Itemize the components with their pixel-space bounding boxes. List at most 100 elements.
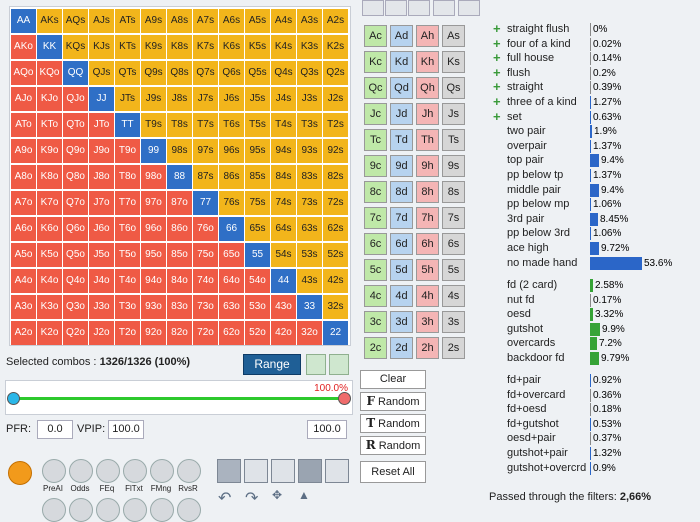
hand-cell-42s[interactable]: 42s <box>323 269 348 293</box>
board-card-9c[interactable]: 9c <box>364 155 387 177</box>
hand-cell-Q2o[interactable]: Q2o <box>63 321 88 345</box>
reset-all-button[interactable]: Reset All <box>360 461 426 483</box>
hand-cell-T9o[interactable]: T9o <box>115 139 140 163</box>
hand-cell-T4o[interactable]: T4o <box>115 269 140 293</box>
hand-cell-Q7s[interactable]: Q7s <box>193 61 218 85</box>
hand-cell-J7s[interactable]: J7s <box>193 87 218 111</box>
board-card-6c[interactable]: 6c <box>364 233 387 255</box>
hand-cell-QJo[interactable]: QJo <box>63 87 88 111</box>
fltxt-tool-icon[interactable] <box>123 459 147 483</box>
plus-icon[interactable]: + <box>493 79 501 95</box>
board-card-4s[interactable]: 4s <box>442 285 465 307</box>
hand-cell-T5s[interactable]: T5s <box>245 113 270 137</box>
hand-cell-T6o[interactable]: T6o <box>115 217 140 241</box>
board-card-Jc[interactable]: Jc <box>364 103 387 125</box>
board-card-8c[interactable]: 8c <box>364 181 387 203</box>
hand-cell-K8s[interactable]: K8s <box>167 35 192 59</box>
vpip-right-input[interactable]: 100.0 <box>307 420 347 439</box>
hand-cell-T3s[interactable]: T3s <box>297 113 322 137</box>
hand-cell-74o[interactable]: 74o <box>193 269 218 293</box>
hand-cell-J6s[interactable]: J6s <box>219 87 244 111</box>
hand-cell-KTs[interactable]: KTs <box>115 35 140 59</box>
hand-cell-T2o[interactable]: T2o <box>115 321 140 345</box>
hand-cell-K7s[interactable]: K7s <box>193 35 218 59</box>
hand-cell-94o[interactable]: 94o <box>141 269 166 293</box>
board-card-Ah[interactable]: Ah <box>416 25 439 47</box>
hand-cell-K5o[interactable]: K5o <box>37 243 62 267</box>
board-card-3s[interactable]: 3s <box>442 311 465 333</box>
hand-cell-Q5s[interactable]: Q5s <box>245 61 270 85</box>
hand-cell-KJs[interactable]: KJs <box>89 35 114 59</box>
board-card-8d[interactable]: 8d <box>390 181 413 203</box>
board-card-2s[interactable]: 2s <box>442 337 465 359</box>
rvsr-tool-icon[interactable] <box>177 459 201 483</box>
hand-cell-JJ[interactable]: JJ <box>89 87 114 111</box>
hand-cell-AQo[interactable]: AQo <box>11 61 36 85</box>
hand-cell-52s[interactable]: 52s <box>323 243 348 267</box>
plus-icon[interactable]: + <box>493 64 501 80</box>
hand-cell-63s[interactable]: 63s <box>297 217 322 241</box>
hand-cell-44[interactable]: 44 <box>271 269 296 293</box>
hand-cell-QQ[interactable]: QQ <box>63 61 88 85</box>
hand-cell-87o[interactable]: 87o <box>167 191 192 215</box>
move-icon[interactable]: ✥ <box>272 488 283 502</box>
hand-cell-A7s[interactable]: A7s <box>193 9 218 33</box>
plus-icon[interactable]: + <box>493 35 501 51</box>
board-slot-1[interactable] <box>362 0 384 16</box>
hand-cell-62o[interactable]: 62o <box>219 321 244 345</box>
board-card-4d[interactable]: 4d <box>390 285 413 307</box>
flop-random-button[interactable]: F Random <box>360 392 426 411</box>
hand-cell-95o[interactable]: 95o <box>141 243 166 267</box>
hand-cell-K6o[interactable]: K6o <box>37 217 62 241</box>
extra-tool-icon[interactable] <box>150 498 174 522</box>
hand-cell-J3s[interactable]: J3s <box>297 87 322 111</box>
orange-slice-icon[interactable] <box>8 461 32 485</box>
hand-cell-K4s[interactable]: K4s <box>271 35 296 59</box>
hand-cell-K6s[interactable]: K6s <box>219 35 244 59</box>
hand-cell-85s[interactable]: 85s <box>245 165 270 189</box>
hand-cell-Q4s[interactable]: Q4s <box>271 61 296 85</box>
hand-cell-66[interactable]: 66 <box>219 217 244 241</box>
hand-cell-Q2s[interactable]: Q2s <box>323 61 348 85</box>
hand-cell-97s[interactable]: 97s <box>193 139 218 163</box>
hand-cell-72s[interactable]: 72s <box>323 191 348 215</box>
hand-cell-J5o[interactable]: J5o <box>89 243 114 267</box>
board-slot-2[interactable] <box>385 0 407 16</box>
hand-cell-K9s[interactable]: K9s <box>141 35 166 59</box>
hand-cell-T7o[interactable]: T7o <box>115 191 140 215</box>
board-card-Jd[interactable]: Jd <box>390 103 413 125</box>
hand-cell-Q3o[interactable]: Q3o <box>63 295 88 319</box>
hand-cell-53o[interactable]: 53o <box>245 295 270 319</box>
board-slot-3[interactable] <box>408 0 430 16</box>
preai-tool-icon[interactable] <box>42 459 66 483</box>
hand-cell-J9o[interactable]: J9o <box>89 139 114 163</box>
board-card-Kc[interactable]: Kc <box>364 51 387 73</box>
hand-cell-KTo[interactable]: KTo <box>37 113 62 137</box>
hand-cell-AKo[interactable]: AKo <box>11 35 36 59</box>
board-card-5d[interactable]: 5d <box>390 259 413 281</box>
extra-tool-icon[interactable] <box>42 498 66 522</box>
board-card-Ad[interactable]: Ad <box>390 25 413 47</box>
hand-cell-55[interactable]: 55 <box>245 243 270 267</box>
board-card-4h[interactable]: 4h <box>416 285 439 307</box>
hand-cell-J4s[interactable]: J4s <box>271 87 296 111</box>
hand-cell-A2s[interactable]: A2s <box>323 9 348 33</box>
hand-cell-64o[interactable]: 64o <box>219 269 244 293</box>
hand-cell-KK[interactable]: KK <box>37 35 62 59</box>
hand-cell-A8o[interactable]: A8o <box>11 165 36 189</box>
hand-cell-Q9s[interactable]: Q9s <box>141 61 166 85</box>
hand-cell-87s[interactable]: 87s <box>193 165 218 189</box>
hand-cell-76s[interactable]: 76s <box>219 191 244 215</box>
board-card-7s[interactable]: 7s <box>442 207 465 229</box>
hand-cell-A8s[interactable]: A8s <box>167 9 192 33</box>
shape-square-icon[interactable] <box>217 459 241 483</box>
hand-cell-94s[interactable]: 94s <box>271 139 296 163</box>
range-button[interactable]: Range <box>243 354 301 375</box>
hand-cell-74s[interactable]: 74s <box>271 191 296 215</box>
board-card-Qc[interactable]: Qc <box>364 77 387 99</box>
hand-cell-K2s[interactable]: K2s <box>323 35 348 59</box>
hand-cell-A3o[interactable]: A3o <box>11 295 36 319</box>
board-card-Ks[interactable]: Ks <box>442 51 465 73</box>
hand-cell-A6s[interactable]: A6s <box>219 9 244 33</box>
hand-cell-64s[interactable]: 64s <box>271 217 296 241</box>
